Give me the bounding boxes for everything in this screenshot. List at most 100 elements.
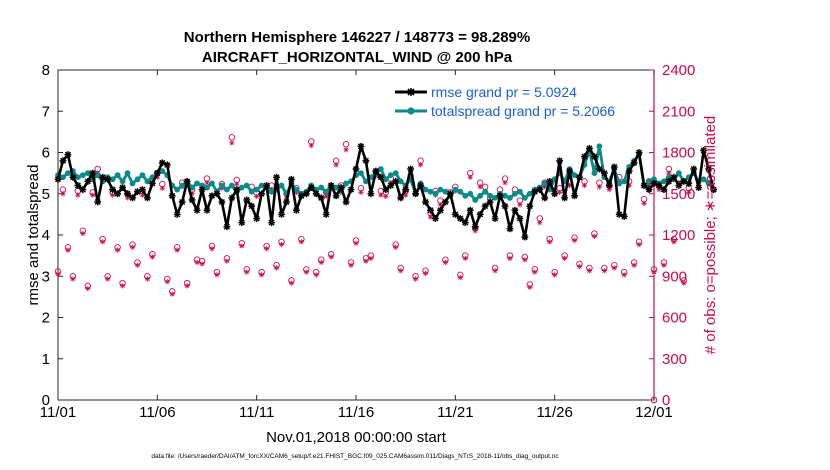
obs-assimilated-point: [244, 269, 250, 275]
rmse-point: [89, 169, 97, 177]
obs-assimilated-point: [417, 162, 424, 168]
totalspread-point: [129, 180, 136, 187]
rmse-point: [109, 186, 117, 194]
totalspread-point: [616, 180, 623, 187]
obs-assimilated-point: [611, 265, 617, 271]
totalspread-point: [84, 170, 91, 177]
obs-assimilated-point: [591, 233, 597, 239]
totalspread-point: [661, 178, 667, 185]
totalspread-point: [596, 143, 603, 150]
rmse-point: [357, 142, 365, 150]
obs-assimilated-point: [527, 284, 533, 290]
rmse-point: [79, 186, 87, 194]
rmse-point: [660, 186, 668, 194]
rmse-point: [546, 177, 554, 185]
left-axis-ticks: 0 1 2 3 4 5 6 7 8: [42, 62, 63, 409]
rmse-point: [392, 177, 400, 185]
rmse-point: [536, 186, 544, 194]
rmse-point: [84, 177, 92, 185]
rmse-point: [432, 215, 439, 222]
totalspread-point: [243, 182, 250, 189]
totalspread-point: [377, 166, 384, 172]
rmse-point: [402, 186, 410, 194]
totalspread-point: [675, 170, 682, 177]
x-tick-label: 11/21: [437, 404, 473, 421]
obs-assimilated-point: [552, 272, 558, 278]
y-tick-label-left: 3: [42, 268, 50, 285]
totalspread-point: [79, 172, 86, 179]
rmse-point: [526, 202, 534, 210]
obs-assimilated-point: [209, 246, 215, 252]
rmse-point: [288, 175, 295, 183]
rmse-point: [139, 186, 146, 194]
rmse-point: [253, 215, 261, 222]
x-tick-label: 11/01: [40, 404, 76, 421]
rmse-point: [566, 167, 573, 175]
rmse-point: [59, 157, 67, 165]
obs-assimilated-point: [383, 193, 389, 200]
totalspread-point: [278, 182, 285, 189]
rmse-point: [625, 167, 633, 175]
totalspread-point: [114, 172, 121, 179]
totalspread-point: [199, 182, 205, 189]
totalspread-point: [119, 178, 126, 185]
obs-assimilated-point: [313, 272, 319, 278]
totalspread-point: [124, 170, 131, 177]
obs-assimilated-point: [149, 254, 155, 260]
rmse-point: [372, 167, 380, 175]
rmse-point: [481, 202, 489, 210]
y-tick-label-right: 1500: [662, 186, 695, 203]
obs-assimilated-point: [55, 271, 61, 277]
obs-assimilated-point: [532, 269, 538, 275]
rmse-point: [690, 165, 698, 173]
y-tick-label-left: 6: [42, 145, 50, 162]
rmse-point: [581, 153, 588, 161]
rmse-point: [129, 194, 136, 202]
rmse-point: [258, 190, 266, 198]
rmse-point: [437, 206, 444, 214]
totalspread-point: [507, 194, 513, 201]
totalspread-point: [477, 192, 484, 199]
obs-assimilated-point: [462, 255, 468, 261]
y-axis-label-right: # of obs: o=possible; ∗=assimilated: [702, 116, 719, 355]
rmse-point: [595, 165, 603, 173]
obs-assimilated-point: [413, 276, 419, 282]
obs-assimilated-point: [199, 261, 205, 267]
obs-assimilated-point: [224, 258, 230, 264]
obs-assimilated-point: [467, 174, 473, 180]
totalspread-point: [109, 176, 116, 183]
obs-assimilated-point: [105, 276, 111, 282]
y-tick-label-right: 1200: [662, 227, 695, 244]
totalspread-point: [219, 182, 225, 189]
rmse-point: [610, 163, 618, 171]
rmse-point: [342, 198, 350, 206]
totalspread-point: [318, 184, 325, 191]
rmse-point: [69, 173, 77, 181]
rmse-point: [367, 190, 375, 198]
obs-assimilated-point: [169, 291, 175, 297]
rmse-point: [387, 182, 395, 189]
rmse-point: [710, 186, 717, 194]
rmse-point: [600, 169, 608, 177]
totalspread-point: [194, 180, 200, 187]
totalspread-point: [144, 178, 151, 185]
obs-assimilated-point: [129, 244, 136, 250]
totalspread-point: [457, 188, 464, 195]
rmse-point: [94, 198, 102, 206]
rmse-point: [491, 215, 499, 222]
obs-assimilated-point: [666, 170, 672, 176]
obs-possible-point: [228, 134, 236, 141]
rmse-point: [148, 180, 156, 187]
totalspread-point: [343, 180, 349, 187]
x-axis-ticks: 11/01 11/06 11/11 11/16 11/21 11/26 12/01: [40, 70, 673, 421]
y-tick-label-left: 4: [42, 227, 50, 244]
obs-assimilated-point: [576, 264, 583, 270]
rmse-point: [302, 190, 310, 198]
rmse-point: [228, 194, 236, 202]
rmse-point: [327, 182, 335, 189]
obs-assimilated-point: [601, 268, 607, 274]
obs-assimilated-point: [581, 182, 588, 189]
totalspread-point: [397, 178, 404, 185]
x-tick-label: 12/01: [635, 404, 673, 421]
